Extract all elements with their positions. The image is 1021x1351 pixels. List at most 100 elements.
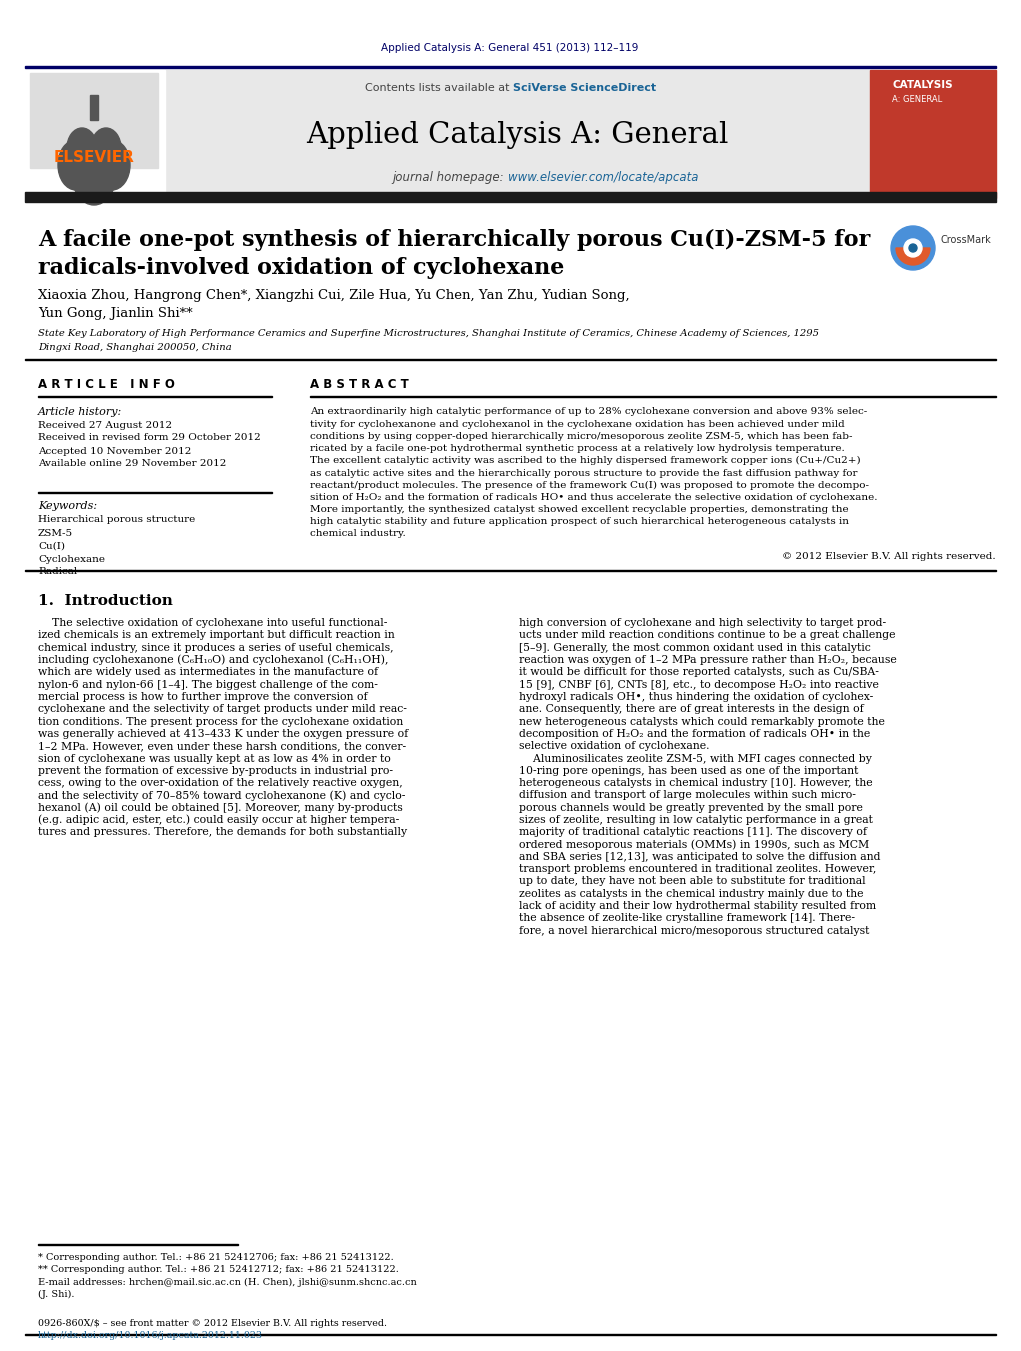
Text: majority of traditional catalytic reactions [11]. The discovery of: majority of traditional catalytic reacti…: [519, 827, 867, 838]
Text: prevent the formation of excessive by-products in industrial pro-: prevent the formation of excessive by-pr…: [38, 766, 393, 775]
Text: Yun Gong, Jianlin Shi**: Yun Gong, Jianlin Shi**: [38, 307, 193, 319]
Text: Keywords:: Keywords:: [38, 501, 97, 511]
Text: CrossMark: CrossMark: [940, 235, 990, 245]
Text: ricated by a facile one-pot hydrothermal synthetic process at a relatively low h: ricated by a facile one-pot hydrothermal…: [310, 444, 844, 453]
Text: reaction was oxygen of 1–2 MPa pressure rather than H₂O₂, because: reaction was oxygen of 1–2 MPa pressure …: [519, 655, 896, 665]
Text: and SBA series [12,13], was anticipated to solve the diffusion and: and SBA series [12,13], was anticipated …: [519, 852, 880, 862]
Text: The selective oxidation of cyclohexane into useful functional-: The selective oxidation of cyclohexane i…: [38, 619, 387, 628]
Ellipse shape: [67, 128, 97, 168]
Text: 10-ring pore openings, has been used as one of the important: 10-ring pore openings, has been used as …: [519, 766, 859, 775]
Circle shape: [891, 226, 935, 270]
Text: More importantly, the synthesized catalyst showed excellent recyclable propertie: More importantly, the synthesized cataly…: [310, 505, 848, 515]
Text: 1.  Introduction: 1. Introduction: [38, 594, 173, 608]
Text: Accepted 10 November 2012: Accepted 10 November 2012: [38, 446, 191, 455]
Ellipse shape: [94, 141, 130, 190]
Text: [5–9]. Generally, the most common oxidant used in this catalytic: [5–9]. Generally, the most common oxidan…: [519, 643, 871, 653]
Text: diffusion and transport of large molecules within such micro-: diffusion and transport of large molecul…: [519, 790, 856, 800]
Text: hydroxyl radicals OH•, thus hindering the oxidation of cyclohex-: hydroxyl radicals OH•, thus hindering th…: [519, 692, 873, 703]
Text: sition of H₂O₂ and the formation of radicals HO• and thus accelerate the selecti: sition of H₂O₂ and the formation of radi…: [310, 493, 877, 503]
Text: Cu(I): Cu(I): [38, 542, 65, 550]
Bar: [25, 66, 996, 68]
Text: the absence of zeolite-like crystalline framework [14]. There-: the absence of zeolite-like crystalline …: [519, 913, 855, 923]
Text: Aluminosilicates zeolite ZSM-5, with MFI cages connected by: Aluminosilicates zeolite ZSM-5, with MFI…: [519, 754, 872, 763]
Text: ELSEVIER: ELSEVIER: [53, 150, 135, 166]
Text: cyclohexane and the selectivity of target products under mild reac-: cyclohexane and the selectivity of targe…: [38, 704, 407, 715]
Text: http://dx.doi.org/10.1016/j.apcata.2012.11.023: http://dx.doi.org/10.1016/j.apcata.2012.…: [38, 1332, 263, 1340]
Bar: [30, 73, 158, 168]
Ellipse shape: [91, 128, 121, 168]
Text: ized chemicals is an extremely important but difficult reaction in: ized chemicals is an extremely important…: [38, 631, 395, 640]
Text: Cyclohexane: Cyclohexane: [38, 554, 105, 563]
Text: hexanol (A) oil could be obtained [5]. Moreover, many by-products: hexanol (A) oil could be obtained [5]. M…: [38, 802, 402, 813]
Text: 0926-860X/$ – see front matter © 2012 Elsevier B.V. All rights reserved.: 0926-860X/$ – see front matter © 2012 El…: [38, 1320, 387, 1328]
Text: tivity for cyclohexanone and cyclohexanol in the cyclohexane oxidation has been : tivity for cyclohexanone and cyclohexano…: [310, 420, 844, 428]
Text: porous channels would be greatly prevented by the small pore: porous channels would be greatly prevent…: [519, 802, 863, 813]
Text: A B S T R A C T: A B S T R A C T: [310, 378, 408, 392]
Text: www.elsevier.com/locate/apcata: www.elsevier.com/locate/apcata: [507, 172, 698, 185]
Text: ** Corresponding author. Tel.: +86 21 52412712; fax: +86 21 52413122.: ** Corresponding author. Tel.: +86 21 52…: [38, 1266, 399, 1274]
Text: Dingxi Road, Shanghai 200050, China: Dingxi Road, Shanghai 200050, China: [38, 343, 232, 351]
Text: State Key Laboratory of High Performance Ceramics and Superfine Microstructures,: State Key Laboratory of High Performance…: [38, 330, 819, 339]
Text: transport problems encountered in traditional zeolites. However,: transport problems encountered in tradit…: [519, 865, 876, 874]
Text: ZSM-5: ZSM-5: [38, 528, 74, 538]
Text: Radical: Radical: [38, 567, 78, 577]
Bar: [165, 70, 870, 200]
Text: selective oxidation of cyclohexane.: selective oxidation of cyclohexane.: [519, 742, 710, 751]
Text: sion of cyclohexane was usually kept at as low as 4% in order to: sion of cyclohexane was usually kept at …: [38, 754, 391, 763]
Bar: [25, 70, 165, 200]
Ellipse shape: [72, 145, 116, 205]
Text: tures and pressures. Therefore, the demands for both substantially: tures and pressures. Therefore, the dema…: [38, 827, 407, 838]
Text: chemical industry.: chemical industry.: [310, 530, 405, 539]
Wedge shape: [896, 249, 930, 265]
Text: E-mail addresses: hrchen@mail.sic.ac.cn (H. Chen), jlshi@sunm.shcnc.ac.cn: E-mail addresses: hrchen@mail.sic.ac.cn …: [38, 1278, 417, 1286]
Text: up to date, they have not been able to substitute for traditional: up to date, they have not been able to s…: [519, 877, 866, 886]
Bar: [870, 70, 996, 199]
Bar: [90, 95, 98, 120]
Text: (e.g. adipic acid, ester, etc.) could easily occur at higher tempera-: (e.g. adipic acid, ester, etc.) could ea…: [38, 815, 399, 825]
Text: journal homepage:: journal homepage:: [392, 172, 507, 185]
Text: heterogeneous catalysts in chemical industry [10]. However, the: heterogeneous catalysts in chemical indu…: [519, 778, 873, 788]
Text: cess, owing to the over-oxidation of the relatively reactive oxygen,: cess, owing to the over-oxidation of the…: [38, 778, 402, 788]
Text: Received in revised form 29 October 2012: Received in revised form 29 October 2012: [38, 434, 260, 443]
Text: Applied Catalysis A: General: Applied Catalysis A: General: [306, 122, 729, 149]
Text: was generally achieved at 413–433 K under the oxygen pressure of: was generally achieved at 413–433 K unde…: [38, 730, 408, 739]
Ellipse shape: [58, 141, 94, 190]
Text: mercial process is how to further improve the conversion of: mercial process is how to further improv…: [38, 692, 368, 703]
Text: Contents lists available at: Contents lists available at: [364, 82, 513, 93]
Text: ordered mesoporous materials (OMMs) in 1990s, such as MCM: ordered mesoporous materials (OMMs) in 1…: [519, 839, 869, 850]
Text: 1–2 MPa. However, even under these harsh conditions, the conver-: 1–2 MPa. However, even under these harsh…: [38, 742, 406, 751]
Text: sizes of zeolite, resulting in low catalytic performance in a great: sizes of zeolite, resulting in low catal…: [519, 815, 873, 825]
Text: zeolites as catalysts in the chemical industry mainly due to the: zeolites as catalysts in the chemical in…: [519, 889, 864, 898]
Text: CATALYSIS: CATALYSIS: [892, 80, 953, 91]
Text: A facile one-pot synthesis of hierarchically porous Cu(I)-ZSM-5 for: A facile one-pot synthesis of hierarchic…: [38, 228, 870, 251]
Text: which are widely used as intermediates in the manufacture of: which are widely used as intermediates i…: [38, 667, 378, 677]
Text: A: GENERAL: A: GENERAL: [892, 96, 942, 104]
Text: The excellent catalytic activity was ascribed to the highly dispersed framework : The excellent catalytic activity was asc…: [310, 457, 861, 465]
Text: including cyclohexanone (C₆H₁₀O) and cyclohexanol (C₆H₁₁OH),: including cyclohexanone (C₆H₁₀O) and cyc…: [38, 655, 389, 666]
Text: Article history:: Article history:: [38, 407, 123, 417]
Text: conditions by using copper-doped hierarchically micro/mesoporous zeolite ZSM-5, : conditions by using copper-doped hierarc…: [310, 432, 853, 440]
Text: tion conditions. The present process for the cyclohexane oxidation: tion conditions. The present process for…: [38, 716, 403, 727]
Text: An extraordinarily high catalytic performance of up to 28% cyclohexane conversio: An extraordinarily high catalytic perfor…: [310, 408, 867, 416]
Text: Hierarchical porous structure: Hierarchical porous structure: [38, 516, 195, 524]
Text: it would be difficult for those reported catalysts, such as Cu/SBA-: it would be difficult for those reported…: [519, 667, 879, 677]
Text: Applied Catalysis A: General 451 (2013) 112–119: Applied Catalysis A: General 451 (2013) …: [381, 43, 639, 53]
Bar: [25, 192, 996, 203]
Text: A R T I C L E   I N F O: A R T I C L E I N F O: [38, 378, 175, 392]
Circle shape: [909, 245, 917, 253]
Text: high conversion of cyclohexane and high selectivity to target prod-: high conversion of cyclohexane and high …: [519, 619, 886, 628]
Text: high catalytic stability and future application prospect of such hierarchical he: high catalytic stability and future appl…: [310, 517, 849, 527]
Text: lack of acidity and their low hydrothermal stability resulted from: lack of acidity and their low hydrotherm…: [519, 901, 876, 911]
Text: * Corresponding author. Tel.: +86 21 52412706; fax: +86 21 52413122.: * Corresponding author. Tel.: +86 21 524…: [38, 1254, 394, 1262]
Text: Xiaoxia Zhou, Hangrong Chen*, Xiangzhi Cui, Zile Hua, Yu Chen, Yan Zhu, Yudian S: Xiaoxia Zhou, Hangrong Chen*, Xiangzhi C…: [38, 289, 630, 301]
Text: radicals-involved oxidation of cyclohexane: radicals-involved oxidation of cyclohexa…: [38, 257, 565, 280]
Circle shape: [904, 239, 922, 257]
Text: ucts under mild reaction conditions continue to be a great challenge: ucts under mild reaction conditions cont…: [519, 631, 895, 640]
Text: new heterogeneous catalysts which could remarkably promote the: new heterogeneous catalysts which could …: [519, 716, 885, 727]
Text: chemical industry, since it produces a series of useful chemicals,: chemical industry, since it produces a s…: [38, 643, 394, 653]
Text: reactant/product molecules. The presence of the framework Cu(I) was proposed to : reactant/product molecules. The presence…: [310, 481, 869, 490]
Text: Available online 29 November 2012: Available online 29 November 2012: [38, 459, 227, 469]
Text: nylon-6 and nylon-66 [1–4]. The biggest challenge of the com-: nylon-6 and nylon-66 [1–4]. The biggest …: [38, 680, 378, 690]
Text: 15 [9], CNBF [6], CNTs [8], etc., to decompose H₂O₂ into reactive: 15 [9], CNBF [6], CNTs [8], etc., to dec…: [519, 680, 879, 690]
Text: as catalytic active sites and the hierarchically porous structure to provide the: as catalytic active sites and the hierar…: [310, 469, 858, 477]
